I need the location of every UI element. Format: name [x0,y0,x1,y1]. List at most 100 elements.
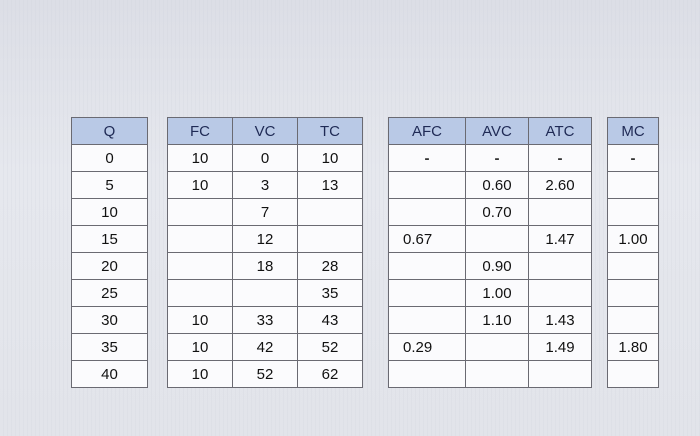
table-row: 10 42 52 [167,333,363,361]
afc-cell [388,279,466,307]
fc-cell [167,225,233,253]
tc-cell: 43 [297,306,363,334]
vc-cell: 42 [232,333,298,361]
avc-cell [465,225,529,253]
table-row: 7 [167,198,363,226]
avc-cell: 0.60 [465,171,529,199]
quantity-table: Q 0 5 10 15 20 25 30 35 40 [71,117,148,388]
q-cell: 0 [71,144,148,172]
afc-cell [388,198,466,226]
atc-cell [528,198,592,226]
mc-cell [607,360,659,388]
afc-cell [388,360,466,388]
table-row: 25 [71,279,148,307]
table-row: 35 [71,333,148,361]
mc-cell [607,279,659,307]
fc-header: FC [167,117,233,145]
tc-cell: 28 [297,252,363,280]
table-row: 0.90 [388,252,592,280]
table-row: --- [388,144,592,172]
vc-cell: 12 [232,225,298,253]
afc-cell: 0.67 [388,225,466,253]
q-cell: 10 [71,198,148,226]
vc-header: VC [232,117,298,145]
table-row: 10 [71,198,148,226]
vc-cell: 0 [232,144,298,172]
avc-cell [465,333,529,361]
q-cell: 20 [71,252,148,280]
atc-cell: 1.49 [528,333,592,361]
avc-cell: 1.10 [465,306,529,334]
fc-cell [167,198,233,226]
table-row: 30 [71,306,148,334]
table-row: 1.80 [607,333,659,361]
atc-cell: 1.47 [528,225,592,253]
table-row: - [607,144,659,172]
table-row [607,360,659,388]
table-row: 40 [71,360,148,388]
avc-cell: 0.70 [465,198,529,226]
afc-cell [388,252,466,280]
table-row: 12 [167,225,363,253]
marginal-cost-table: MC - 1.00 1.80 [607,117,659,388]
tc-cell [297,225,363,253]
table-row: 15 [71,225,148,253]
mc-cell [607,252,659,280]
mc-cell [607,306,659,334]
fc-cell: 10 [167,360,233,388]
fc-cell: 10 [167,306,233,334]
table-row [607,306,659,334]
table-row: 0.60 2.60 [388,171,592,199]
atc-cell: - [528,144,592,172]
tc-cell [297,198,363,226]
avc-cell [465,360,529,388]
atc-cell [528,252,592,280]
table-row: 0 [71,144,148,172]
table-row [607,198,659,226]
average-cost-table: AFC AVC ATC - - -0.60 2.60 0.70 0.67 1.47 0.90 1… [388,117,592,388]
table-row: 18 28 [167,252,363,280]
q-cell: 5 [71,171,148,199]
table-row [388,360,592,388]
tc-cell: 52 [297,333,363,361]
fc-cell: 10 [167,171,233,199]
q-cell: 25 [71,279,148,307]
fc-cell [167,252,233,280]
table-row: 10 52 62 [167,360,363,388]
tc-cell: 62 [297,360,363,388]
fc-cell: 10 [167,144,233,172]
q-cell: 40 [71,360,148,388]
vc-cell: 3 [232,171,298,199]
table-row: 1.10 1.43 [388,306,592,334]
q-cell: 15 [71,225,148,253]
atc-cell: 2.60 [528,171,592,199]
vc-cell: 7 [232,198,298,226]
q-cell: 30 [71,306,148,334]
table-row: 0.70 [388,198,592,226]
afc-cell: 0.29 [388,333,466,361]
mc-cell: - [607,144,659,172]
mc-cell: 1.00 [607,225,659,253]
tc-cell: 10 [297,144,363,172]
tc-cell: 35 [297,279,363,307]
table-row: 35 [167,279,363,307]
atc-cell: 1.43 [528,306,592,334]
table-row: 20 [71,252,148,280]
avc-cell: 1.00 [465,279,529,307]
table-row: 10 0 10 [167,144,363,172]
table-row: 0.67 1.47 [388,225,592,253]
tc-header: TC [297,117,363,145]
mc-cell: 1.80 [607,333,659,361]
table-row [607,252,659,280]
table-row: 10 33 43 [167,306,363,334]
fc-cell [167,279,233,307]
table-row: 5 [71,171,148,199]
afc-header: AFC [388,117,466,145]
table-row: 0.29 1.49 [388,333,592,361]
vc-cell: 18 [232,252,298,280]
vc-cell: 33 [232,306,298,334]
q-header: Q [71,117,148,145]
avc-cell: 0.90 [465,252,529,280]
atc-header: ATC [528,117,592,145]
q-cell: 35 [71,333,148,361]
